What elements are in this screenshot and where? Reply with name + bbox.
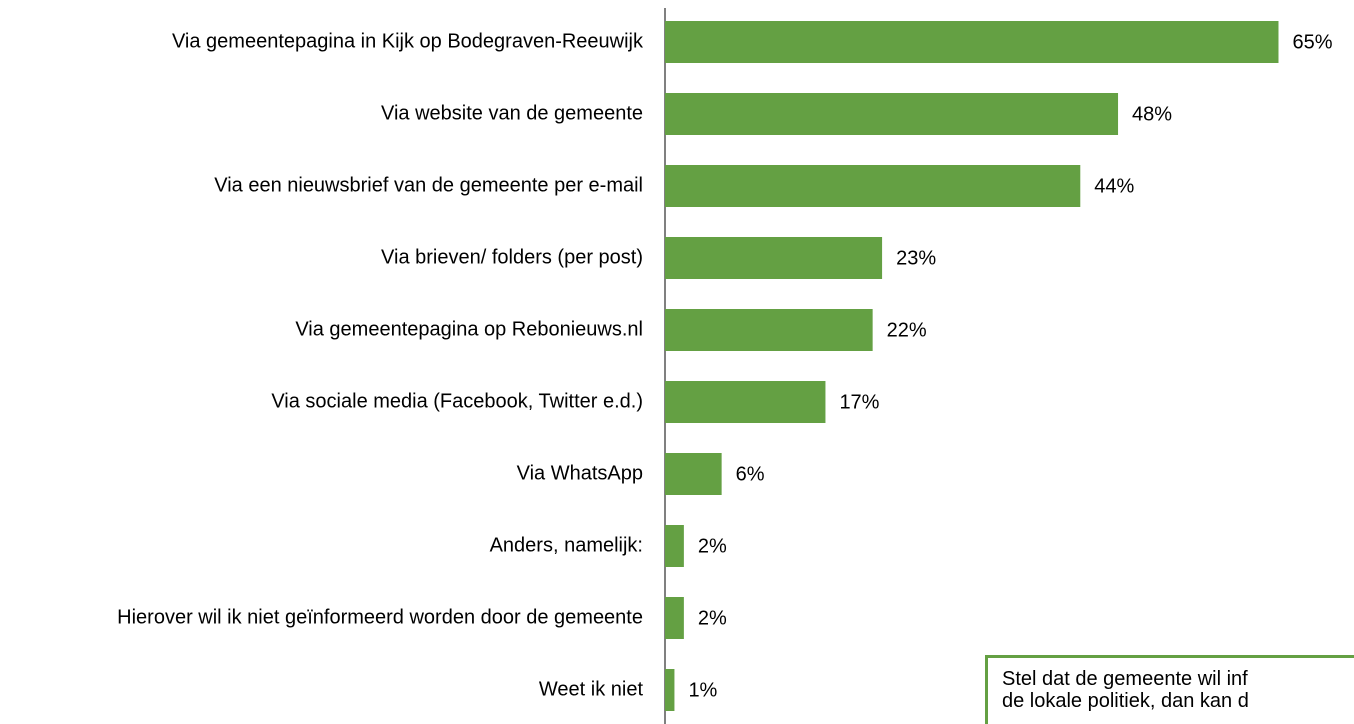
data-label: 22% [887,319,927,341]
annotation-line: de lokale politiek, dan kan d [1002,690,1249,712]
annotation-line: Stel dat de gemeente wil inf [1002,668,1248,690]
category-label: Via brieven/ folders (per post) [381,246,643,269]
data-label: 44% [1094,175,1134,197]
data-label: 17% [839,391,879,413]
category-label: Via gemeentepagina in Kijk op Bodegraven… [171,30,643,53]
annotation-box: Stel dat de gemeente wil inf de lokale p… [985,655,1354,724]
bar [665,21,1279,63]
category-label: Weet ik niet [538,678,643,701]
category-label: Via WhatsApp [516,462,643,485]
category-label: Hierover wil ik niet geïnformeerd worden… [117,606,643,629]
data-label: 48% [1132,103,1172,125]
data-label: 2% [698,607,727,629]
bar [665,597,684,639]
bar [665,93,1119,135]
data-label: 6% [736,463,765,485]
category-label: Anders, namelijk: [489,534,643,557]
category-label: Via website van de gemeente [380,102,643,125]
data-label: 23% [896,247,936,269]
bar [665,165,1081,207]
bar [665,453,722,495]
bar [665,381,826,423]
category-label: Via sociale media (Facebook, Twitter e.d… [271,390,643,413]
category-label: Via gemeentepagina op Rebonieuws.nl [295,318,643,341]
bar [665,309,873,351]
data-label: 1% [688,679,717,701]
bar [665,525,684,567]
bar [665,237,883,279]
bar [665,669,675,711]
category-label: Via een nieuwsbrief van de gemeente per … [214,174,643,197]
data-label: 2% [698,535,727,557]
data-label: 65% [1292,31,1332,53]
